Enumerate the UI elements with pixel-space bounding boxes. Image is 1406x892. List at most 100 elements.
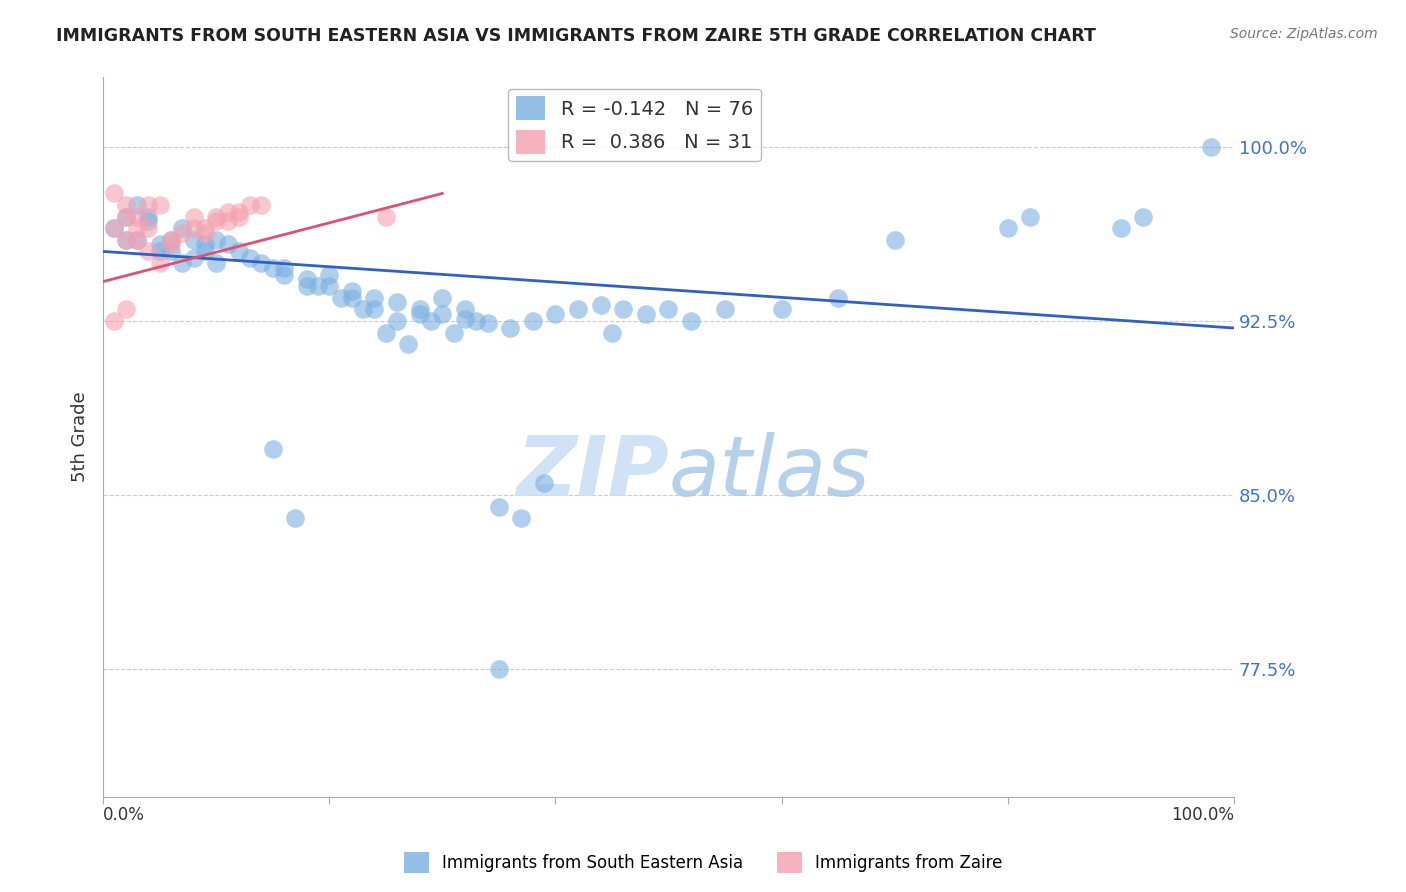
Point xyxy=(443,326,465,340)
Point xyxy=(352,302,374,317)
Point xyxy=(103,221,125,235)
Point xyxy=(183,221,205,235)
Point xyxy=(827,291,849,305)
Point xyxy=(363,291,385,305)
Text: 0.0%: 0.0% xyxy=(103,805,145,824)
Point xyxy=(125,233,148,247)
Point xyxy=(1132,210,1154,224)
Point xyxy=(681,314,703,328)
Point xyxy=(396,337,419,351)
Point xyxy=(273,268,295,282)
Point xyxy=(432,307,454,321)
Point xyxy=(477,317,499,331)
Point xyxy=(589,298,612,312)
Point xyxy=(318,279,340,293)
Point xyxy=(657,302,679,317)
Point xyxy=(1019,210,1042,224)
Point xyxy=(205,210,228,224)
Point xyxy=(125,210,148,224)
Point xyxy=(149,198,172,212)
Y-axis label: 5th Grade: 5th Grade xyxy=(72,392,89,483)
Point xyxy=(160,244,183,259)
Point xyxy=(770,302,793,317)
Point xyxy=(432,291,454,305)
Point xyxy=(160,233,183,247)
Point xyxy=(114,210,136,224)
Point xyxy=(138,214,160,228)
Point xyxy=(138,221,160,235)
Point xyxy=(318,268,340,282)
Point xyxy=(103,186,125,201)
Point xyxy=(114,198,136,212)
Point xyxy=(228,210,250,224)
Point xyxy=(284,511,307,525)
Point xyxy=(420,314,443,328)
Point xyxy=(488,662,510,676)
Point xyxy=(239,198,262,212)
Point xyxy=(138,210,160,224)
Legend: R = -0.142   N = 76, R =  0.386   N = 31: R = -0.142 N = 76, R = 0.386 N = 31 xyxy=(509,88,761,161)
Text: atlas: atlas xyxy=(668,433,870,514)
Point xyxy=(228,205,250,219)
Point xyxy=(149,244,172,259)
Point xyxy=(217,214,239,228)
Point xyxy=(997,221,1019,235)
Point xyxy=(172,221,194,235)
Point xyxy=(103,221,125,235)
Point xyxy=(454,311,477,326)
Point xyxy=(533,476,555,491)
Point xyxy=(125,233,148,247)
Point xyxy=(114,233,136,247)
Point xyxy=(149,237,172,252)
Point xyxy=(149,256,172,270)
Point xyxy=(138,244,160,259)
Point xyxy=(1199,140,1222,154)
Point xyxy=(329,291,352,305)
Point xyxy=(567,302,589,317)
Point xyxy=(194,244,217,259)
Point xyxy=(114,210,136,224)
Point xyxy=(125,221,148,235)
Point xyxy=(228,244,250,259)
Point xyxy=(488,500,510,514)
Text: ZIP: ZIP xyxy=(516,433,668,514)
Point xyxy=(273,260,295,275)
Point xyxy=(374,210,396,224)
Point xyxy=(714,302,737,317)
Point xyxy=(295,272,318,286)
Point xyxy=(340,291,363,305)
Point xyxy=(250,198,273,212)
Point xyxy=(250,256,273,270)
Point xyxy=(205,214,228,228)
Point xyxy=(205,256,228,270)
Point xyxy=(205,233,228,247)
Text: 100.0%: 100.0% xyxy=(1171,805,1234,824)
Point xyxy=(103,314,125,328)
Point xyxy=(385,314,408,328)
Point xyxy=(465,314,488,328)
Point xyxy=(194,237,217,252)
Point xyxy=(183,233,205,247)
Point xyxy=(125,198,148,212)
Legend: Immigrants from South Eastern Asia, Immigrants from Zaire: Immigrants from South Eastern Asia, Immi… xyxy=(396,846,1010,880)
Point xyxy=(454,302,477,317)
Point xyxy=(499,321,522,335)
Point xyxy=(160,233,183,247)
Point xyxy=(307,279,329,293)
Text: Source: ZipAtlas.com: Source: ZipAtlas.com xyxy=(1230,27,1378,41)
Point xyxy=(217,205,239,219)
Point xyxy=(262,442,284,456)
Point xyxy=(262,260,284,275)
Point xyxy=(1109,221,1132,235)
Text: IMMIGRANTS FROM SOUTH EASTERN ASIA VS IMMIGRANTS FROM ZAIRE 5TH GRADE CORRELATIO: IMMIGRANTS FROM SOUTH EASTERN ASIA VS IM… xyxy=(56,27,1097,45)
Point xyxy=(600,326,623,340)
Point xyxy=(634,307,657,321)
Point xyxy=(172,256,194,270)
Point xyxy=(409,307,432,321)
Point xyxy=(114,302,136,317)
Point xyxy=(295,279,318,293)
Point xyxy=(409,302,432,317)
Point xyxy=(194,226,217,240)
Point xyxy=(510,511,533,525)
Point xyxy=(183,210,205,224)
